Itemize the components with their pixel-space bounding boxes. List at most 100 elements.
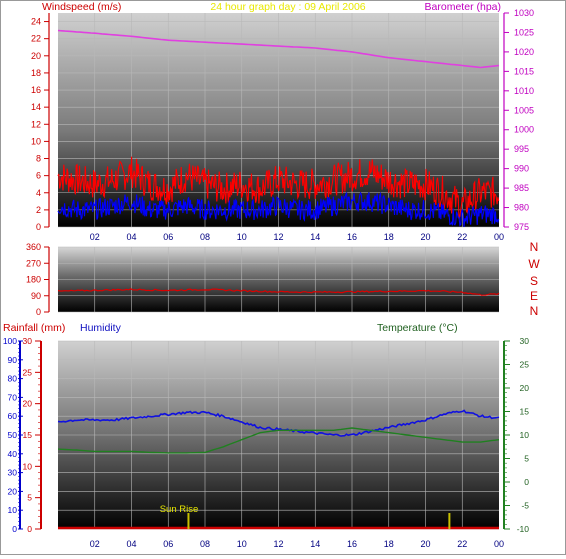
- temperature-line: [57, 427, 500, 454]
- x-tick-label: 16: [347, 232, 357, 242]
- x-tick-label: 20: [420, 539, 430, 549]
- x-tick-label: 12: [273, 232, 283, 242]
- x-tick-label: 06: [163, 232, 173, 242]
- humidity-tick-label: 0: [12, 524, 17, 534]
- x-tick-label: 02: [90, 232, 100, 242]
- windspeed-tick-label: 2: [36, 205, 41, 215]
- direction-tick-label: 0: [36, 307, 41, 317]
- windspeed-tick-label: 20: [31, 51, 41, 61]
- wind-average-line: [57, 191, 500, 228]
- direction-letter-n-top: N: [530, 240, 539, 254]
- direction-tick-label: 360: [26, 242, 41, 252]
- x-tick-label: 08: [200, 539, 210, 549]
- x-tick-label: 16: [347, 539, 357, 549]
- x-tick-label: 04: [126, 539, 136, 549]
- x-tick-label: 06: [163, 539, 173, 549]
- temperature-axis-title: Temperature (°C): [377, 322, 458, 334]
- barometer-tick-label: 1030: [514, 8, 534, 18]
- x-tick-label: 22: [457, 539, 467, 549]
- humidity-tick-label: 40: [8, 449, 18, 459]
- windspeed-tick-label: 18: [31, 68, 41, 78]
- x-tick-label: 12: [273, 539, 283, 549]
- barometer-tick-label: 1020: [514, 47, 534, 57]
- temperature-tick-label: 10: [520, 430, 530, 440]
- barometer-tick-label: 1005: [514, 105, 534, 115]
- barometer-tick-label: 975: [514, 222, 529, 232]
- rainfall-tick-label: 5: [27, 493, 32, 503]
- x-tick-label: 14: [310, 539, 320, 549]
- windspeed-axis-title: Windspeed (m/s): [42, 1, 121, 13]
- humidity-tick-label: 50: [8, 430, 18, 440]
- barometer-tick-label: 995: [514, 144, 529, 154]
- temperature-tick-label: -10: [517, 524, 530, 534]
- humidity-tick-label: 80: [8, 374, 18, 384]
- rainfall-tick-label: 25: [23, 367, 33, 377]
- humidity-tick-label: 90: [8, 355, 18, 365]
- wind-gust-line: [57, 156, 500, 220]
- graph-title: 24 hour graph day : 09 April 2006: [210, 1, 365, 13]
- humidity-tick-label: 30: [8, 468, 18, 478]
- windspeed-tick-label: 10: [31, 136, 41, 146]
- rainfall-axis-title: Rainfall (mm): [3, 322, 65, 334]
- temperature-tick-label: 15: [520, 407, 530, 417]
- axes: 0202040406060808101012121414161618182020…: [3, 8, 534, 549]
- x-tick-label: 18: [384, 232, 394, 242]
- x-tick-label: 10: [237, 232, 247, 242]
- windspeed-tick-label: 16: [31, 85, 41, 95]
- humidity-tick-label: 60: [8, 411, 18, 421]
- direction-letter-n-bottom: N: [530, 304, 539, 318]
- barometer-tick-label: 1000: [514, 125, 534, 135]
- temperature-tick-label: 20: [520, 383, 530, 393]
- windspeed-tick-label: 14: [31, 102, 41, 112]
- rainfall-tick-label: 15: [23, 430, 33, 440]
- x-tick-label: 04: [126, 232, 136, 242]
- humidity-line: [57, 409, 500, 437]
- windspeed-tick-label: 22: [31, 34, 41, 44]
- windspeed-tick-label: 12: [31, 119, 41, 129]
- barometer-tick-label: 990: [514, 164, 529, 174]
- barometer-line: [57, 29, 500, 69]
- temperature-tick-label: 5: [524, 454, 529, 464]
- temperature-tick-label: 0: [524, 477, 529, 487]
- humidity-tick-label: 20: [8, 486, 18, 496]
- x-tick-label: 14: [310, 232, 320, 242]
- x-tick-label: 20: [420, 232, 430, 242]
- barometer-tick-label: 1010: [514, 86, 534, 96]
- barometer-tick-label: 1025: [514, 27, 534, 37]
- x-tick-label: 00: [494, 232, 504, 242]
- x-tick-label: 08: [200, 232, 210, 242]
- barometer-tick-label: 980: [514, 203, 529, 213]
- x-tick-label: 02: [90, 539, 100, 549]
- windspeed-tick-label: 24: [31, 17, 41, 27]
- direction-tick-label: 90: [31, 291, 41, 301]
- rainfall-tick-label: 20: [23, 399, 33, 409]
- x-tick-label: 00: [494, 539, 504, 549]
- direction-letter-s: S: [530, 274, 538, 288]
- windspeed-tick-label: 4: [36, 188, 41, 198]
- direction-tick-label: 180: [26, 275, 41, 285]
- direction-tick-label: 270: [26, 258, 41, 268]
- humidity-tick-label: 10: [8, 505, 18, 515]
- direction-letter-e: E: [530, 289, 538, 303]
- direction-letter-w: W: [528, 257, 540, 271]
- windspeed-tick-label: 0: [36, 222, 41, 232]
- barometer-axis-title: Barometer (hpa): [425, 1, 501, 13]
- barometer-tick-label: 985: [514, 183, 529, 193]
- temperature-tick-label: 30: [520, 336, 530, 346]
- humidity-tick-label: 70: [8, 392, 18, 402]
- humidity-tick-label: 100: [3, 336, 17, 346]
- temperature-tick-label: 25: [520, 360, 530, 370]
- rainfall-tick-label: 30: [23, 336, 33, 346]
- windspeed-tick-label: 8: [36, 154, 41, 164]
- x-tick-label: 22: [457, 232, 467, 242]
- humidity-axis-title: Humidity: [80, 322, 122, 334]
- temperature-tick-label: -5: [521, 501, 529, 511]
- wind-direction-line: [57, 288, 500, 296]
- x-tick-label: 10: [237, 539, 247, 549]
- rainfall-tick-label: 10: [23, 461, 33, 471]
- rainfall-tick-label: 0: [27, 524, 32, 534]
- barometer-tick-label: 1015: [514, 66, 534, 76]
- series-layer: [57, 29, 500, 530]
